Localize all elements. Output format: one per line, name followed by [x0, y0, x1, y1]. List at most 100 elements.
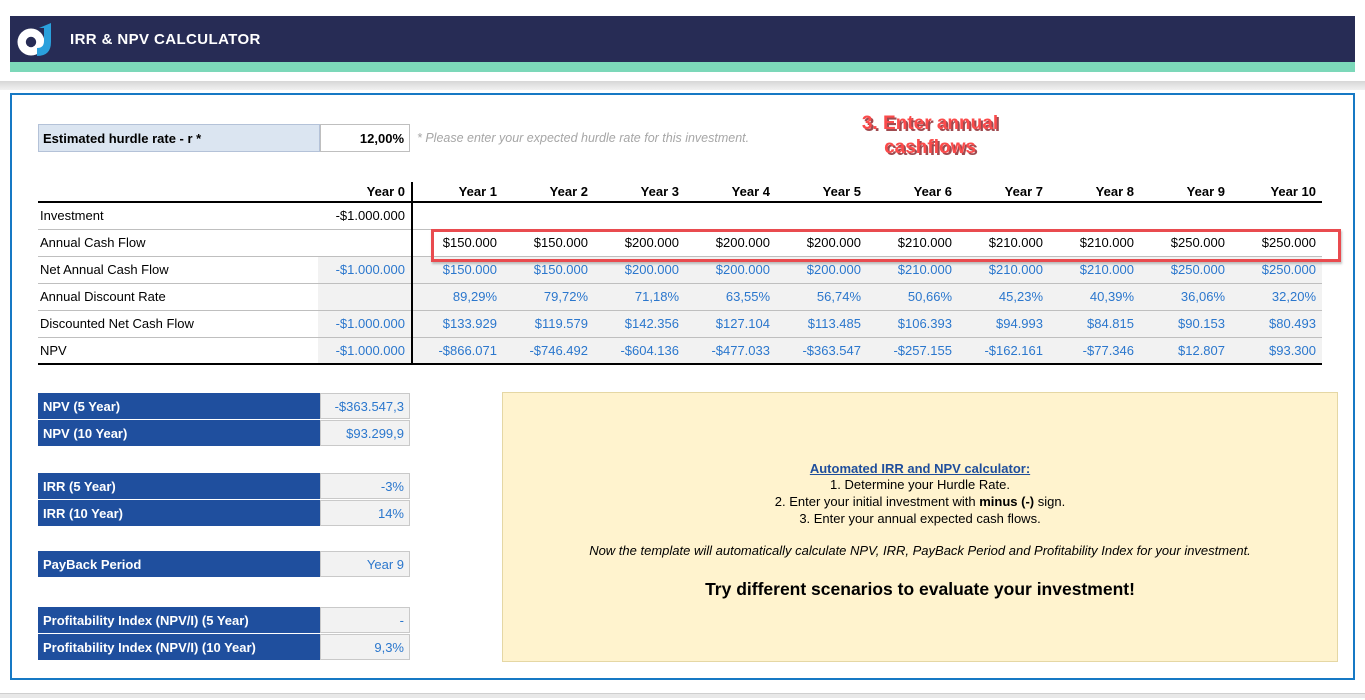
cell-y5-r0	[776, 202, 867, 230]
cell-y4-r5: -$477.033	[685, 337, 776, 365]
hurdle-rate-input[interactable]: 12,00%	[320, 124, 410, 152]
cell-y3-r1[interactable]: $200.000	[594, 229, 685, 257]
cell-y4-r1[interactable]: $200.000	[685, 229, 776, 257]
cashflow-header-row: Year 0 Year 1 Year 2 Year 3 Year 4 Year 5 Year…	[38, 182, 1322, 203]
cell-y9-r0	[1140, 202, 1231, 230]
cell-y4-r2: $200.000	[685, 256, 776, 284]
step-segment: 1. Determine your Hurdle Rate.	[830, 477, 1010, 492]
cell-y7-r2: $210.000	[958, 256, 1049, 284]
info-box-cta: Try different scenarios to evaluate your…	[705, 579, 1135, 599]
info-box-steps: 1. Determine your Hurdle Rate. 2. Enter y…	[503, 476, 1337, 527]
cell-y2-r2: $150.000	[503, 256, 594, 284]
page-title: IRR & NPV CALCULATOR	[70, 30, 261, 48]
hurdle-rate-note: * Please enter your expected hurdle rate…	[417, 131, 750, 145]
cell-y3-r0	[594, 202, 685, 230]
cell-y7-r0	[958, 202, 1049, 230]
row-label: Discounted Net Cash Flow	[38, 310, 318, 338]
cell-y5-r1[interactable]: $200.000	[776, 229, 867, 257]
row-label: Investment	[38, 202, 318, 230]
cell-y0-r3	[318, 283, 413, 311]
table-row-annual-cash-flow: Annual Cash Flow $150.000 $150.000 $200.000…	[38, 229, 1322, 257]
cell-y0-r1	[318, 229, 413, 257]
summary-row: Profitability Index (NPV/I) (10 Year) 9,3…	[38, 634, 410, 660]
cell-y6-r0	[867, 202, 958, 230]
cell-y2-r4: $119.579	[503, 310, 594, 338]
cell-y10-r4: $80.493	[1231, 310, 1322, 338]
cell-y0-r4: -$1.000.000	[318, 310, 413, 338]
cell-y6-r2: $210.000	[867, 256, 958, 284]
cell-y8-r1[interactable]: $210.000	[1049, 229, 1140, 257]
cell-y2-r5: -$746.492	[503, 337, 594, 365]
col-header-year-8: Year 8	[1049, 182, 1140, 203]
cell-y7-r5: -$162.161	[958, 337, 1049, 365]
cell-y3-r4: $142.356	[594, 310, 685, 338]
cell-y8-r4: $84.815	[1049, 310, 1140, 338]
row-label: NPV	[38, 337, 318, 365]
cashflow-corner-cell	[38, 182, 318, 203]
cell-y4-r4: $127.104	[685, 310, 776, 338]
row-label: Net Annual Cash Flow	[38, 256, 318, 284]
cell-y1-r5: -$866.071	[412, 337, 503, 365]
summary-label: Profitability Index (NPV/I) (5 Year)	[38, 607, 320, 633]
cell-y3-r2: $200.000	[594, 256, 685, 284]
cell-y9-r4: $90.153	[1140, 310, 1231, 338]
summary-row: NPV (5 Year) -$363.547,3	[38, 393, 410, 419]
cell-y4-r0	[685, 202, 776, 230]
summary-label: NPV (5 Year)	[38, 393, 320, 419]
row-label: Annual Discount Rate	[38, 283, 318, 311]
cell-y10-r5: $93.300	[1231, 337, 1322, 365]
summary-group-3: Profitability Index (NPV/I) (5 Year) - Pro…	[38, 607, 410, 661]
table-row-annual-discount-rate: Annual Discount Rate 89,29% 79,72% 71,18% 63…	[38, 283, 1322, 311]
brand-logo-icon	[17, 23, 51, 56]
info-box-note: Now the template will automatically calc…	[589, 543, 1251, 558]
cell-y3-r3: 71,18%	[594, 283, 685, 311]
cell-y2-r1[interactable]: $150.000	[503, 229, 594, 257]
step-segment: 2. Enter your initial investment with	[774, 494, 980, 509]
annotation-line1: 3. Enter annual	[861, 113, 999, 134]
summary-row: NPV (10 Year) $93.299,9	[38, 420, 410, 446]
cell-y8-r5: -$77.346	[1049, 337, 1140, 365]
cell-y1-r2: $150.000	[412, 256, 503, 284]
cell-y0-r5: -$1.000.000	[318, 337, 413, 365]
step-segment: sign.	[1034, 494, 1066, 509]
bottom-divider	[0, 693, 1365, 698]
cashflow-table-wrap: Year 0 Year 1 Year 2 Year 3 Year 4 Year 5 Year…	[38, 182, 1322, 365]
summary-row: IRR (5 Year) -3%	[38, 473, 410, 499]
cell-y3-r5: -$604.136	[594, 337, 685, 365]
info-box-step-3: 3. Enter your annual expected cash flows…	[503, 510, 1337, 527]
info-box-step-2: 2. Enter your initial investment with mi…	[503, 493, 1337, 510]
summary-label: PayBack Period	[38, 551, 320, 577]
cell-y9-r1[interactable]: $250.000	[1140, 229, 1231, 257]
summary-row: PayBack Period Year 9	[38, 551, 410, 577]
cell-y0-r0[interactable]: -$1.000.000	[318, 202, 413, 230]
summary-group-1: IRR (5 Year) -3% IRR (10 Year) 14%	[38, 473, 410, 527]
cell-y4-r3: 63,55%	[685, 283, 776, 311]
cell-y6-r4: $106.393	[867, 310, 958, 338]
col-header-year-1: Year 1	[412, 182, 503, 203]
summary-label: IRR (5 Year)	[38, 473, 320, 499]
cell-y7-r4: $94.993	[958, 310, 1049, 338]
summary-label: IRR (10 Year)	[38, 500, 320, 526]
annotation-enter-cashflows: 3. Enter annual cashflows	[815, 112, 1045, 160]
col-header-year-4: Year 4	[685, 182, 776, 203]
teal-accent-bar	[10, 62, 1355, 72]
cell-y10-r1[interactable]: $250.000	[1231, 229, 1322, 257]
cell-y6-r1[interactable]: $210.000	[867, 229, 958, 257]
summary-value: -	[320, 607, 410, 633]
cell-y7-r1[interactable]: $210.000	[958, 229, 1049, 257]
summary-value: Year 9	[320, 551, 410, 577]
step-segment: minus (-)	[979, 494, 1035, 509]
hurdle-rate-label: Estimated hurdle rate - r *	[38, 124, 320, 152]
cell-y1-r1[interactable]: $150.000	[412, 229, 503, 257]
info-box: Automated IRR and NPV calculator: 1. Det…	[502, 392, 1338, 662]
table-row-investment: Investment -$1.000.000	[38, 202, 1322, 230]
cell-y8-r3: 40,39%	[1049, 283, 1140, 311]
cell-y5-r5: -$363.547	[776, 337, 867, 365]
col-header-year-6: Year 6	[867, 182, 958, 203]
summary-row: IRR (10 Year) 14%	[38, 500, 410, 526]
col-header-year-10: Year 10	[1231, 182, 1322, 203]
cell-y1-r4: $133.929	[412, 310, 503, 338]
table-row-npv: NPV -$1.000.000 -$866.071 -$746.492 -$604.13…	[38, 337, 1322, 365]
col-header-year-0: Year 0	[318, 182, 413, 203]
